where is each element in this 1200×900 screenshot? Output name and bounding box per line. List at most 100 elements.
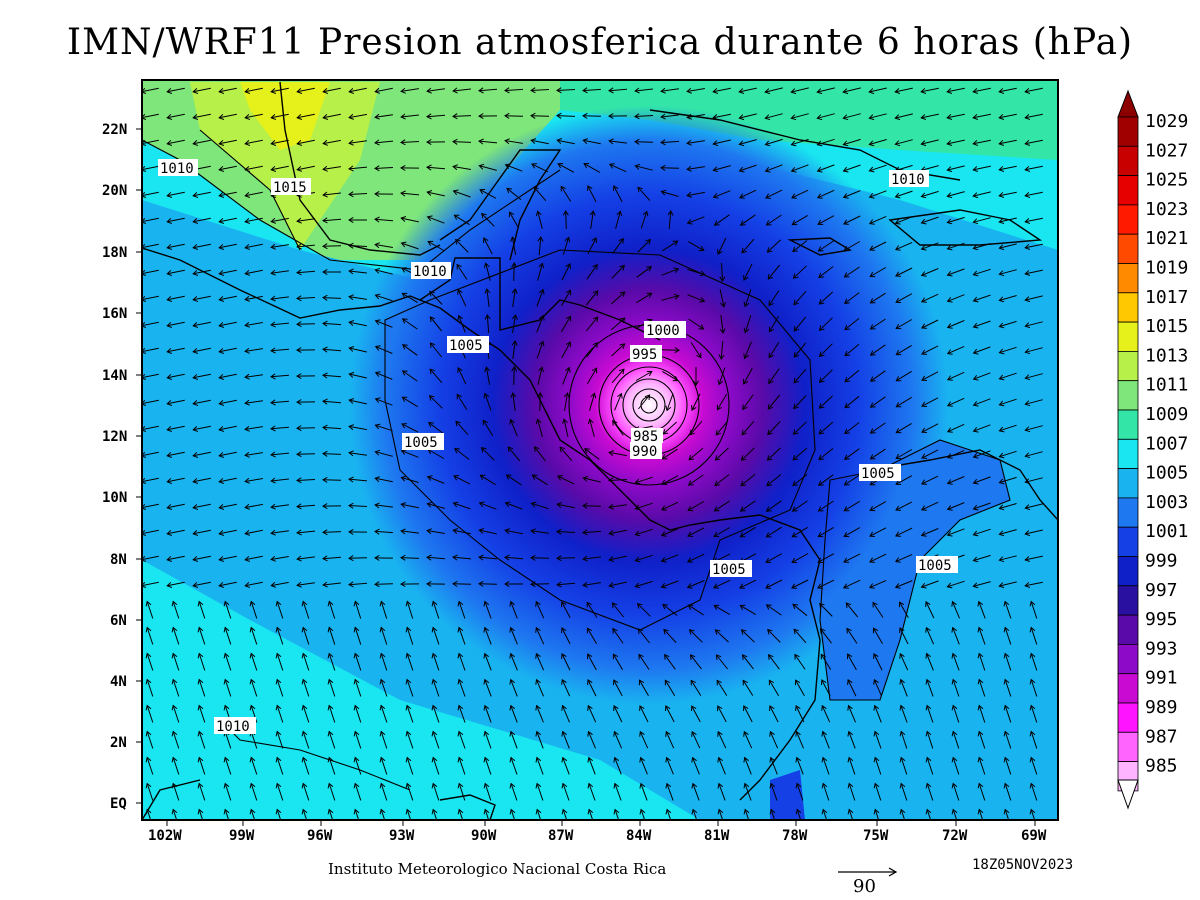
- wind-vector: [720, 340, 724, 360]
- wind-vector-head: [192, 426, 199, 432]
- svg-text:1010: 1010: [216, 719, 250, 735]
- wind-vector: [453, 529, 471, 535]
- wind-vector: [895, 216, 913, 224]
- wind-vector: [611, 265, 625, 279]
- wind-vector-head: [846, 627, 852, 634]
- wind-vector-head: [296, 140, 303, 146]
- wind-vector-head: [538, 314, 545, 321]
- wind-vector: [947, 320, 965, 328]
- wind-vector-head: [249, 678, 256, 685]
- wind-vector-head: [1029, 808, 1036, 815]
- wind-vector: [452, 556, 472, 560]
- wind-vector: [302, 627, 310, 645]
- wind-vector: [322, 453, 342, 455]
- wind-vector-head: [921, 453, 928, 459]
- wind-vector: [142, 581, 159, 587]
- wind-vector: [999, 269, 1017, 275]
- wind-vector-head: [664, 679, 671, 686]
- wind-vector: [952, 731, 960, 749]
- wind-vector-head: [791, 506, 798, 512]
- wind-vector-head: [270, 295, 276, 302]
- wind-vector-head: [348, 113, 354, 120]
- wind-vector-head: [895, 453, 902, 460]
- wind-vector: [167, 87, 185, 93]
- wind-vector-head: [511, 262, 518, 268]
- wind-vector: [767, 264, 781, 280]
- wind-vector: [401, 423, 419, 433]
- wind-vector-head: [998, 504, 1005, 511]
- wind-vector-head: [401, 423, 408, 429]
- wind-vector-head: [977, 782, 984, 789]
- wind-vector: [348, 582, 368, 586]
- wind-vector-head: [535, 782, 542, 789]
- wind-vector: [614, 393, 622, 411]
- wind-vector-head: [895, 376, 902, 382]
- wind-vector-head: [946, 140, 953, 146]
- wind-vector: [999, 555, 1017, 561]
- wind-vector-head: [842, 166, 849, 173]
- wind-vector: [401, 503, 419, 509]
- wind-vector: [349, 399, 367, 405]
- wind-vector: [663, 629, 677, 643]
- wind-vector-head: [634, 530, 641, 537]
- wind-vector: [245, 400, 263, 404]
- wind-vector: [843, 215, 861, 225]
- wind-vector: [172, 731, 180, 749]
- wind-vector: [219, 243, 237, 249]
- wind-vector: [952, 679, 960, 697]
- wind-vector-head: [869, 298, 876, 304]
- wind-vector-head: [639, 756, 645, 763]
- wind-vector: [276, 783, 284, 801]
- lat-label: 22N: [102, 122, 127, 138]
- contour-label: 1015: [271, 178, 311, 196]
- wind-vector: [978, 679, 986, 697]
- wind-vector-head: [142, 218, 147, 224]
- wind-vector-head: [946, 582, 953, 589]
- wind-vector-head: [742, 404, 748, 411]
- wind-vector: [483, 237, 493, 255]
- wind-vector: [947, 423, 965, 433]
- wind-vector-head: [739, 583, 745, 589]
- wind-vector: [718, 783, 726, 801]
- wind-vector-head: [661, 454, 668, 460]
- wind-vector: [193, 113, 211, 119]
- wind-vector-head: [192, 530, 199, 536]
- wind-vector-head: [740, 455, 747, 461]
- wind-vector: [167, 399, 185, 405]
- wind-vector-head: [322, 165, 328, 172]
- wind-vector: [608, 479, 628, 481]
- wind-vector: [792, 474, 808, 486]
- wind-vector-head: [431, 756, 438, 763]
- wind-vector: [429, 316, 443, 332]
- wind-vector: [146, 679, 154, 697]
- wind-vector-head: [353, 756, 360, 763]
- wind-vector-head: [197, 600, 204, 607]
- wind-vector-head: [739, 506, 746, 512]
- colorbar-swatch: [1117, 350, 1139, 382]
- wind-vector-head: [457, 678, 464, 685]
- wind-vector: [402, 292, 418, 304]
- wind-vector: [484, 601, 492, 619]
- wind-vector-head: [296, 373, 302, 380]
- wind-vector: [739, 113, 757, 119]
- wind-vector-head: [712, 583, 719, 589]
- wind-vector-head: [977, 704, 984, 711]
- wind-vector: [843, 138, 861, 146]
- wind-vector-head: [511, 314, 518, 320]
- wind-vector: [610, 317, 626, 331]
- wind-vector: [587, 705, 597, 723]
- wind-vector-head: [972, 140, 979, 146]
- wind-vector-head: [374, 345, 381, 351]
- wind-vector: [458, 315, 466, 333]
- wind-vector: [271, 556, 289, 560]
- wind-vector: [380, 627, 388, 645]
- wind-vector: [296, 323, 316, 325]
- wind-vector-head: [869, 402, 876, 408]
- wind-vector: [537, 263, 543, 281]
- wind-vector-head: [587, 756, 594, 763]
- wind-vector-head: [166, 244, 173, 250]
- wind-vector-head: [171, 808, 178, 815]
- contour-label: 995: [630, 345, 662, 363]
- wind-vector: [639, 705, 649, 723]
- wind-vector: [271, 270, 289, 274]
